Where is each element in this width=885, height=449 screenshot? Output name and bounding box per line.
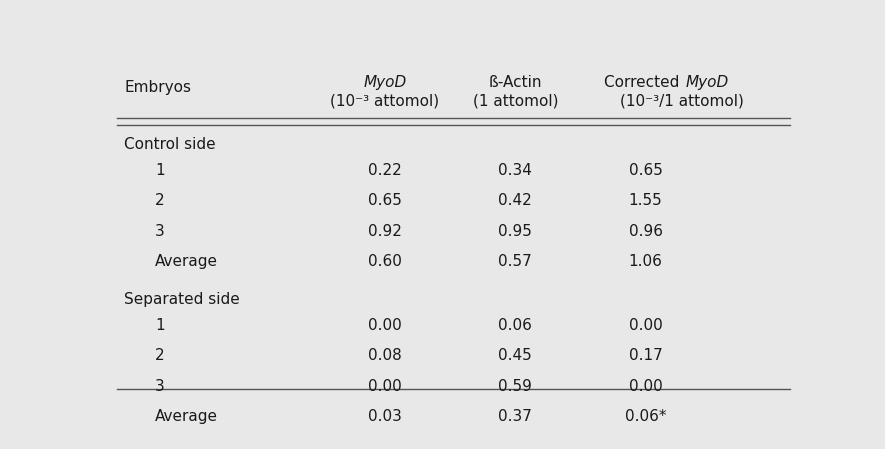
Text: 1: 1 bbox=[155, 318, 165, 333]
Text: 0.00: 0.00 bbox=[628, 379, 663, 394]
Text: (10⁻³ attomol): (10⁻³ attomol) bbox=[330, 94, 440, 109]
Text: 0.96: 0.96 bbox=[628, 224, 663, 238]
Text: 3: 3 bbox=[155, 379, 165, 394]
Text: 1.55: 1.55 bbox=[628, 193, 663, 208]
Text: Embryos: Embryos bbox=[124, 80, 191, 95]
Text: 0.92: 0.92 bbox=[368, 224, 402, 238]
Text: 0.59: 0.59 bbox=[498, 379, 532, 394]
Text: 0.37: 0.37 bbox=[498, 409, 532, 424]
Text: 0.42: 0.42 bbox=[498, 193, 532, 208]
Text: 0.00: 0.00 bbox=[628, 318, 663, 333]
Text: Separated side: Separated side bbox=[124, 292, 240, 307]
Text: 3: 3 bbox=[155, 224, 165, 238]
Text: 0.60: 0.60 bbox=[368, 254, 402, 269]
Text: 0.34: 0.34 bbox=[498, 163, 532, 178]
Text: 0.65: 0.65 bbox=[368, 193, 402, 208]
Text: Average: Average bbox=[155, 254, 219, 269]
Text: 0.08: 0.08 bbox=[368, 348, 402, 363]
Text: Corrected: Corrected bbox=[604, 75, 685, 90]
Text: 1.06: 1.06 bbox=[628, 254, 663, 269]
Text: ß-Actin: ß-Actin bbox=[489, 75, 542, 90]
Text: 0.17: 0.17 bbox=[628, 348, 663, 363]
Text: 0.65: 0.65 bbox=[628, 163, 663, 178]
Text: Control side: Control side bbox=[124, 137, 216, 152]
Text: 0.03: 0.03 bbox=[368, 409, 402, 424]
Text: 1: 1 bbox=[155, 163, 165, 178]
Text: 0.45: 0.45 bbox=[498, 348, 532, 363]
Text: MyoD: MyoD bbox=[364, 75, 406, 90]
Text: Average: Average bbox=[155, 409, 219, 424]
Text: 0.06: 0.06 bbox=[498, 318, 532, 333]
Text: MyoD: MyoD bbox=[685, 75, 728, 90]
Text: 0.00: 0.00 bbox=[368, 318, 402, 333]
Text: 0.57: 0.57 bbox=[498, 254, 532, 269]
Text: (10⁻³/1 attomol): (10⁻³/1 attomol) bbox=[620, 94, 743, 109]
Text: 0.22: 0.22 bbox=[368, 163, 402, 178]
Text: 0.06*: 0.06* bbox=[625, 409, 666, 424]
Text: (1 attomol): (1 attomol) bbox=[473, 94, 558, 109]
Text: 0.95: 0.95 bbox=[498, 224, 532, 238]
Text: 2: 2 bbox=[155, 193, 165, 208]
Text: 0.00: 0.00 bbox=[368, 379, 402, 394]
Text: 2: 2 bbox=[155, 348, 165, 363]
